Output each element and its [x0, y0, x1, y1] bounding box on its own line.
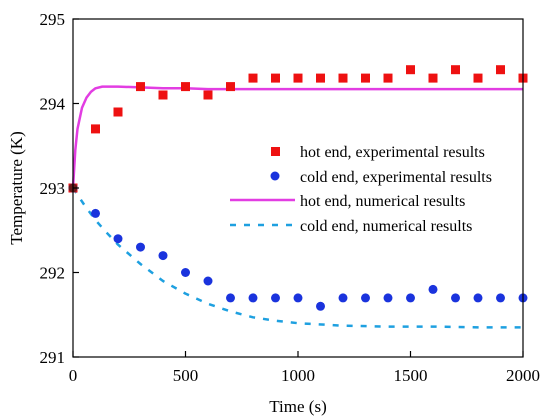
legend-label-cold-experimental: cold end, experimental results — [300, 169, 492, 186]
x-tick-label: 1500 — [394, 366, 428, 385]
legend-label-hot-experimental: hot end, experimental results — [300, 144, 485, 161]
plot-area: 0 500 1000 1500 2000 291 292 293 294 295 — [40, 10, 541, 385]
x-axis-title: Time (s) — [269, 397, 326, 416]
hot-experimental-point — [203, 90, 213, 100]
y-tick-label: 292 — [40, 264, 66, 283]
cold-experimental-point — [383, 293, 393, 303]
x-tick-label: 2000 — [506, 366, 540, 385]
x-tick-label: 1000 — [281, 366, 315, 385]
legend-label-hot-numerical: hot end, numerical results — [300, 193, 465, 210]
x-tick-label: 500 — [173, 366, 199, 385]
x-tick-label: 0 — [69, 366, 78, 385]
cold-experimental-point — [203, 276, 213, 286]
hot-experimental-point — [406, 65, 415, 75]
cold-experimental-point — [428, 284, 438, 294]
cold-experimental-point — [136, 242, 145, 252]
hot-experimental-point — [271, 73, 280, 83]
cold-experimental-point — [158, 251, 168, 261]
hot-experimental-point — [361, 73, 370, 83]
cold-experimental-point — [316, 301, 325, 311]
y-tick-label: 291 — [40, 348, 66, 367]
legend-label-cold-numerical: cold end, numerical results — [300, 218, 472, 235]
legend: hot end, experimental results cold end, … — [230, 144, 492, 235]
hot-experimental-point — [248, 73, 258, 83]
series-line-2 — [71, 85, 523, 189]
y-tick-label: 293 — [40, 179, 66, 198]
hot-experimental-point — [91, 124, 100, 134]
hot-experimental-point — [226, 82, 235, 92]
hot-experimental-point — [428, 73, 438, 83]
y-tick-label: 295 — [40, 10, 66, 29]
cold-experimental-point — [338, 293, 348, 303]
y-tick-label: 294 — [40, 95, 66, 114]
legend-marker-cold-experimental — [270, 171, 280, 181]
cold-experimental-point — [271, 293, 280, 303]
hot-experimental-point — [293, 73, 303, 83]
legend-marker-hot-experimental — [271, 147, 280, 156]
hot-experimental-point — [181, 82, 190, 92]
hot-experimental-point — [451, 65, 460, 75]
y-axis-title: Temperature (K) — [7, 131, 26, 245]
cold-experimental-point — [293, 293, 303, 303]
hot-experimental-point — [113, 107, 123, 117]
cold-experimental-point — [181, 268, 190, 277]
cold-experimental-point — [496, 293, 505, 303]
hot-experimental-point — [383, 73, 393, 83]
cold-experimental-point — [361, 293, 370, 303]
cold-experimental-point — [473, 293, 483, 303]
hot-experimental-point — [473, 73, 483, 83]
cold-experimental-point — [226, 293, 235, 303]
hot-experimental-point — [338, 73, 348, 83]
cold-experimental-point — [113, 234, 123, 244]
cold-experimental-point — [406, 293, 415, 303]
cold-experimental-point — [91, 208, 100, 218]
hot-experimental-point — [316, 73, 325, 83]
cold-experimental-point — [248, 293, 258, 303]
hot-experimental-point — [158, 90, 168, 100]
hot-experimental-point — [136, 82, 145, 92]
hot-experimental-point — [496, 65, 505, 75]
cold-experimental-point — [451, 293, 460, 303]
